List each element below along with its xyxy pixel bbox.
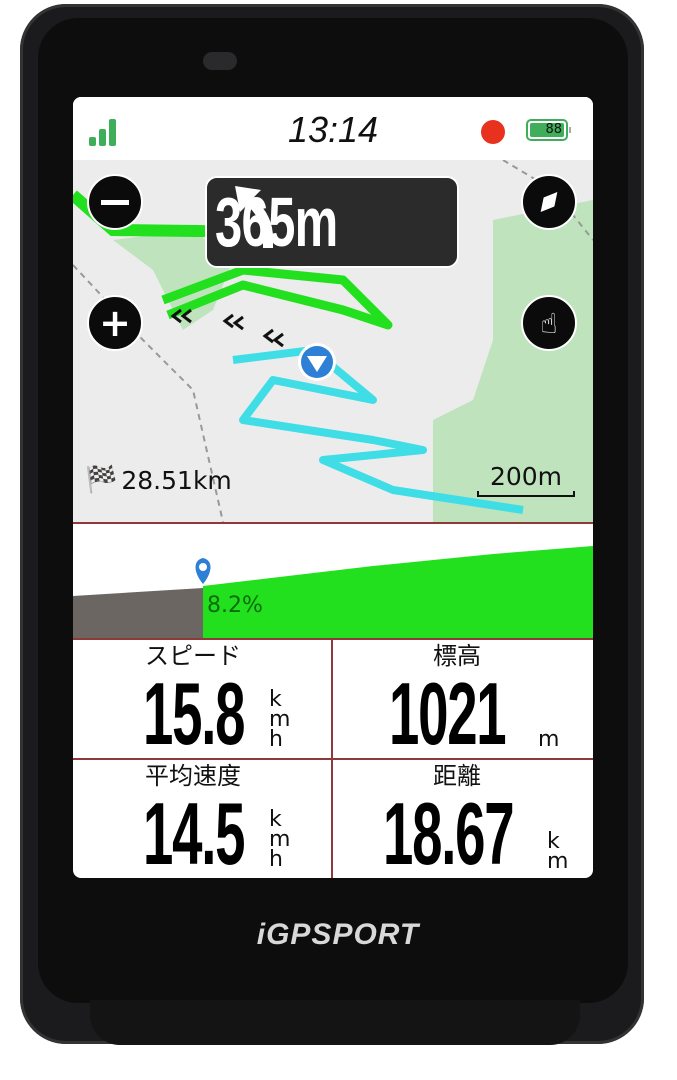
- field-value: 18.67: [383, 784, 515, 878]
- map-scale: 200m: [477, 462, 575, 497]
- compass-button[interactable]: [521, 174, 577, 230]
- field-altitude[interactable]: 標高 1021 m: [333, 640, 591, 758]
- direction-chevrons: [170, 308, 284, 348]
- pan-button[interactable]: ☝: [521, 295, 577, 351]
- minus-icon: [101, 199, 129, 205]
- battery-level: 88: [530, 123, 564, 137]
- screen: 13:14 88 + ☝ 365m: [73, 97, 593, 878]
- scale-label: 200m: [489, 462, 563, 491]
- battery-icon: 88: [526, 119, 571, 141]
- track-line: [232, 346, 524, 514]
- remaining-distance-value: 28.51km: [121, 465, 232, 495]
- turn-instruction: 365m: [205, 176, 459, 268]
- brand-logo: iGPSPORT: [256, 918, 420, 951]
- map-view[interactable]: + ☝ 365m 🏁 28.51km 200m: [73, 160, 593, 522]
- light-sensor: [203, 52, 237, 70]
- map-forest-area: [433, 200, 593, 522]
- clock: 13:14: [287, 109, 379, 150]
- signal-icon: [89, 119, 116, 146]
- divider: [73, 758, 593, 760]
- elevation-profile: 8.2%: [73, 522, 593, 640]
- field-label: 平均速度: [145, 762, 241, 790]
- map-canvas: [73, 160, 593, 522]
- turn-left-arrow-icon: [235, 186, 273, 248]
- checkered-flag-icon: 🏁: [85, 465, 118, 495]
- grade-value: 8.2%: [207, 593, 263, 618]
- field-label: スピード: [145, 642, 241, 670]
- hand-pointer-icon: ☝: [540, 306, 558, 340]
- plus-icon: +: [99, 301, 131, 345]
- field-label: 距離: [433, 762, 481, 790]
- field-value: 1021: [389, 664, 507, 763]
- zoom-out-button[interactable]: [87, 174, 143, 230]
- route-line: [161, 265, 393, 330]
- status-bar: 13:14 88: [73, 97, 593, 160]
- elevation-chart: [73, 546, 593, 640]
- elevation-ahead: [203, 546, 593, 640]
- zoom-in-button[interactable]: +: [87, 295, 143, 351]
- field-value: 14.5: [143, 784, 245, 878]
- device-bottom: [90, 1000, 580, 1045]
- scale-bar: [477, 491, 575, 497]
- field-value: 15.8: [143, 664, 245, 763]
- elevation-climbed: [73, 588, 203, 640]
- map-trail: [73, 264, 224, 522]
- turn-distance: 365m: [215, 183, 338, 261]
- field-label: 標高: [433, 642, 481, 670]
- remaining-distance: 🏁 28.51km: [85, 465, 232, 495]
- compass-icon: [535, 188, 562, 217]
- recording-icon: [481, 120, 505, 144]
- field-unit: m: [538, 727, 560, 752]
